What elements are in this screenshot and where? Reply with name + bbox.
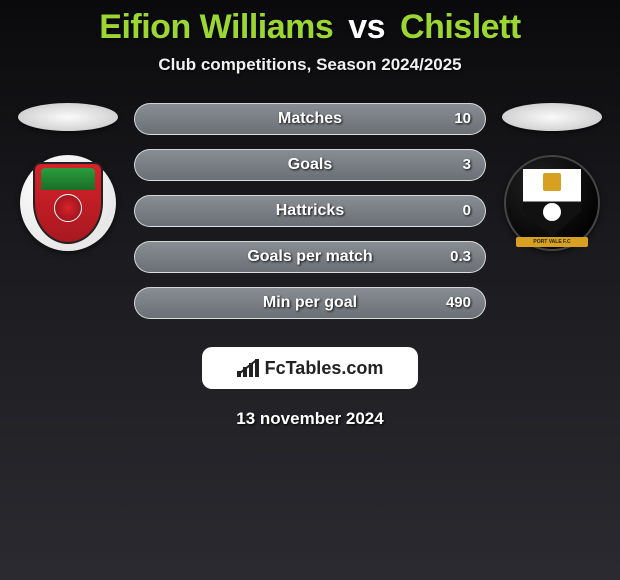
stat-label: Goals — [135, 150, 485, 180]
stat-value: 10 — [454, 104, 471, 134]
team-b-ribbon: PORT VALE F.C — [516, 237, 588, 247]
snapshot-date: 13 november 2024 — [0, 409, 620, 429]
comparison-title: Eifion Williams vs Chislett — [0, 0, 620, 47]
trend-arrow-icon — [241, 359, 259, 377]
comparison-container: Matches 10 Goals 3 Hattricks 0 Goals per… — [0, 103, 620, 333]
stat-value: 3 — [463, 150, 471, 180]
stat-label: Min per goal — [135, 288, 485, 318]
stat-row-min-per-goal: Min per goal 490 — [134, 287, 486, 319]
subtitle: Club competitions, Season 2024/2025 — [0, 55, 620, 75]
stat-row-hattricks: Hattricks 0 — [134, 195, 486, 227]
stat-value: 0.3 — [450, 242, 471, 272]
branding-text: FcTables.com — [265, 358, 384, 379]
right-side: PORT VALE F.C — [492, 103, 612, 333]
stat-value: 490 — [446, 288, 471, 318]
stat-label: Matches — [135, 104, 485, 134]
branding-badge: FcTables.com — [202, 347, 418, 389]
team-b-shield-icon — [523, 169, 581, 237]
vs-separator: vs — [348, 8, 385, 46]
stat-row-goals-per-match: Goals per match 0.3 — [134, 241, 486, 273]
stat-value: 0 — [463, 196, 471, 226]
stat-row-goals: Goals 3 — [134, 149, 486, 181]
stat-label: Goals per match — [135, 242, 485, 272]
player-a-avatar-placeholder — [18, 103, 118, 131]
team-a-badge-icon — [33, 162, 103, 244]
player-b-avatar-placeholder — [502, 103, 602, 131]
stat-row-matches: Matches 10 — [134, 103, 486, 135]
team-a-crest — [20, 155, 116, 251]
player-a-name: Eifion Williams — [99, 8, 333, 46]
stat-label: Hattricks — [135, 196, 485, 226]
stats-panel: Matches 10 Goals 3 Hattricks 0 Goals per… — [128, 103, 492, 333]
player-b-name: Chislett — [400, 8, 521, 46]
team-b-crest: PORT VALE F.C — [504, 155, 600, 251]
left-side — [8, 103, 128, 333]
